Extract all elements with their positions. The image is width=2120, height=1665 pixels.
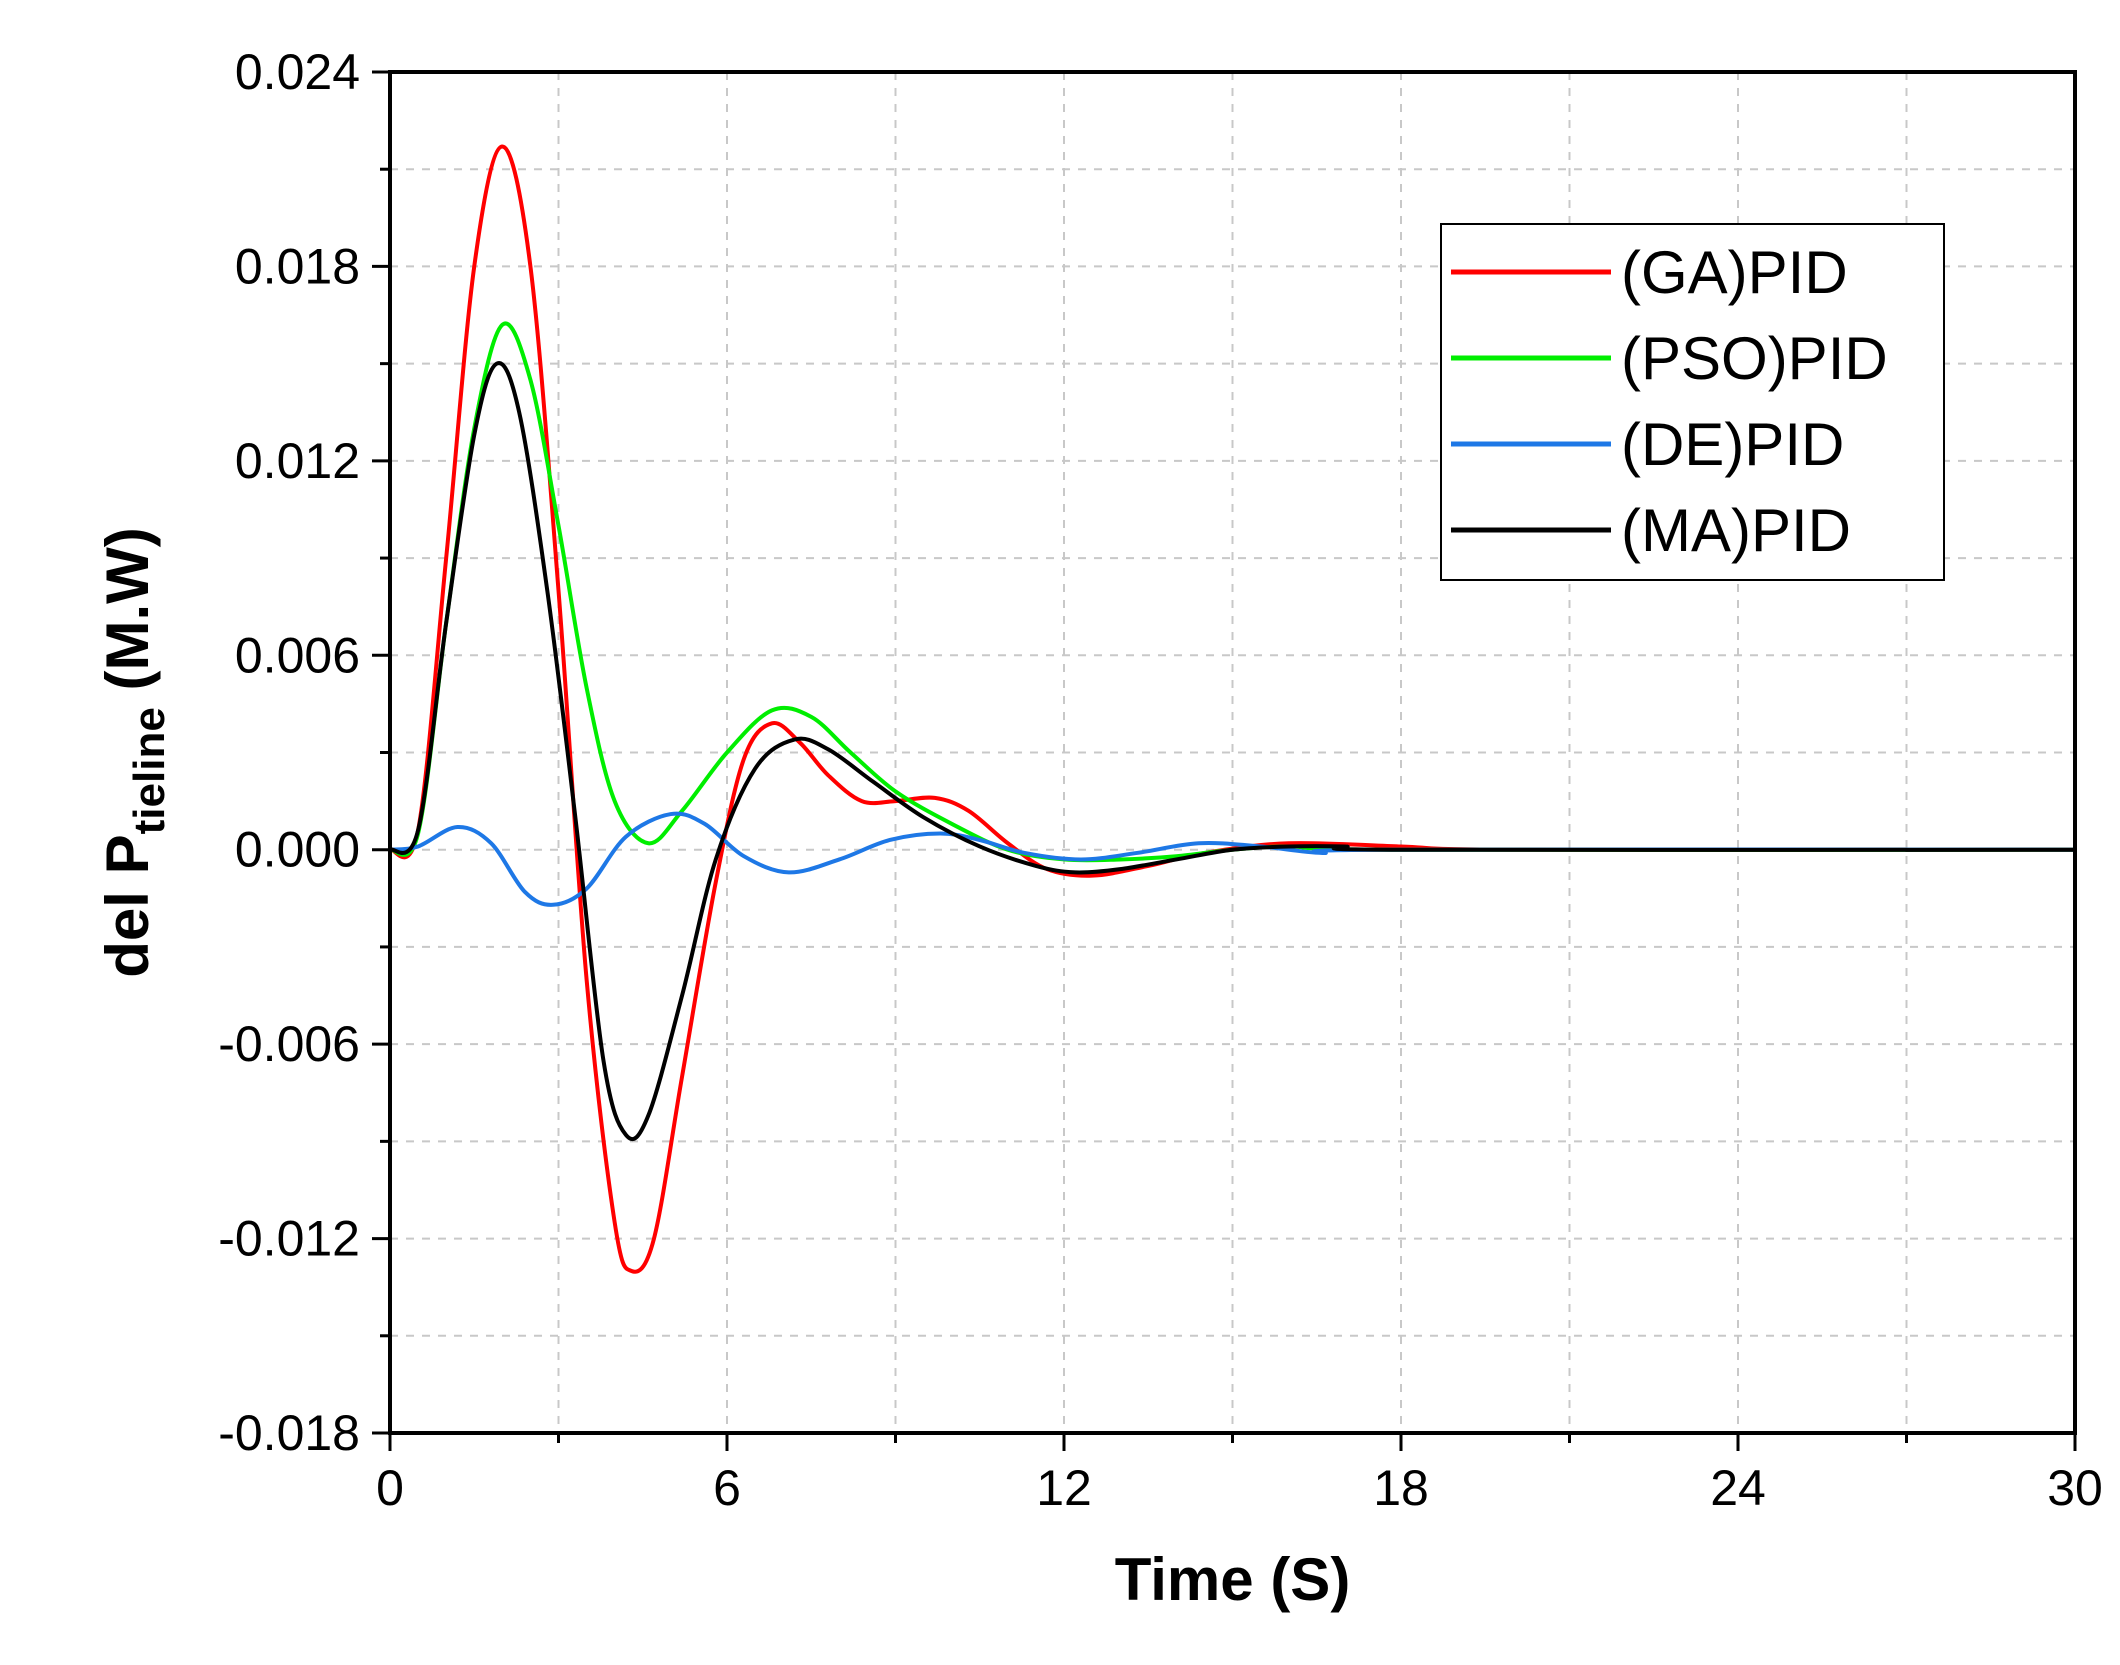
series-line-mapid — [388, 361, 2077, 1141]
x-tick-label: 6 — [713, 1460, 741, 1516]
y-tick-label: -0.012 — [218, 1211, 360, 1267]
x-tick-label: 24 — [1710, 1460, 1766, 1516]
y-tick-label: 0.018 — [235, 238, 360, 294]
legend-label-psopid: (PSO)PID — [1621, 325, 1888, 392]
series-group — [388, 144, 2077, 1274]
x-tick-label: 30 — [2047, 1460, 2103, 1516]
x-tick-label: 18 — [1373, 1460, 1429, 1516]
tick-labels: 0 6 12 18 24 30 0.024 0.018 0.012 0.006 0.000 -0.00… — [218, 44, 2103, 1516]
legend: (GA)PID (PSO)PID (DE)PID (MA)PID — [1440, 223, 1945, 581]
y-tick-label: 0.012 — [235, 433, 360, 489]
y-axis-title-suffix: (M.W) — [94, 527, 161, 707]
y-tick-label: 0.024 — [235, 44, 360, 100]
x-tick-label: 0 — [376, 1460, 404, 1516]
x-axis-title: Time (S) — [1115, 1546, 1351, 1613]
legend-label-mapid: (MA)PID — [1621, 497, 1851, 564]
axis-ticks — [372, 70, 2077, 1451]
series-line-depid — [388, 811, 2077, 907]
legend-box — [1440, 223, 1945, 581]
legend-label-depid: (DE)PID — [1621, 411, 1844, 478]
y-axis-title: del Ptieline (M.W) — [94, 527, 174, 977]
legend-label-gapid: (GA)PID — [1621, 239, 1848, 306]
y-tick-label: 0.000 — [235, 822, 360, 878]
x-tick-label: 12 — [1036, 1460, 1092, 1516]
y-tick-label: -0.006 — [218, 1016, 360, 1072]
y-axis-title-subscript: tieline — [125, 707, 174, 834]
y-tick-label: 0.006 — [235, 627, 360, 683]
y-tick-label: -0.018 — [218, 1405, 360, 1461]
y-axis-title-main: del P — [94, 834, 161, 977]
